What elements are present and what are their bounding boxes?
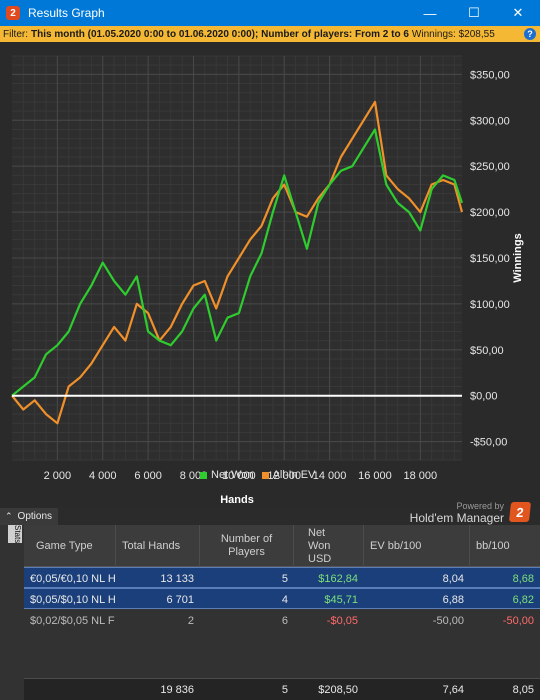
holdem-manager-logo-icon: 2 bbox=[508, 502, 532, 522]
cell-bb100: -50,00 bbox=[502, 614, 534, 627]
x-tick-label: 18 000 bbox=[404, 470, 438, 482]
series-line-all-in-ev bbox=[11, 100, 464, 425]
table-row[interactable]: $0,05/$0,10 NL H 6 701 4 $45,71 6,88 6,8… bbox=[24, 588, 540, 609]
minimize-button[interactable]: — bbox=[423, 5, 437, 21]
x-tick-label: 16 000 bbox=[358, 470, 392, 482]
x-tick-label: 2 000 bbox=[44, 470, 72, 482]
app-logo-icon: 2 bbox=[6, 6, 20, 20]
options-label: Options bbox=[17, 511, 53, 522]
filter-value: This month (01.05.2020 0:00 to 01.06.202… bbox=[31, 28, 409, 40]
total-net-won: $208,50 bbox=[318, 684, 358, 696]
cell-bb100: 6,82 bbox=[512, 593, 534, 606]
title-bar[interactable]: 2 Results Graph — ☐ ✕ bbox=[0, 0, 540, 26]
x-tick-label: 10 000 bbox=[222, 470, 256, 482]
legend-item-net-won[interactable]: Net Won bbox=[200, 469, 254, 481]
table-totals-row: 19 836 5 $208,50 7,64 8,05 bbox=[24, 678, 540, 700]
y-tick-label: -$50,00 bbox=[470, 437, 507, 449]
results-chart: -$50,00 $0,00 $50,00 $100,00 $150,00 $200,00 $… bbox=[11, 55, 524, 506]
y-axis-title: Winnings bbox=[512, 233, 524, 282]
x-tick-label: 6 000 bbox=[134, 470, 162, 482]
cell-net-won: $45,71 bbox=[324, 593, 358, 606]
cell-total-hands: 2 bbox=[187, 614, 194, 627]
legend-all-in-ev-label: All-In EV bbox=[272, 469, 316, 481]
stats-panel: Stats Game Type Total Hands Number of Pl… bbox=[0, 525, 540, 700]
x-axis-title: Hands bbox=[220, 494, 254, 506]
y-tick-label: $200,00 bbox=[470, 207, 510, 219]
y-tick-label: $250,00 bbox=[470, 161, 510, 173]
powered-by-text: Powered by bbox=[456, 501, 504, 511]
cell-total-hands: 13 133 bbox=[160, 572, 194, 585]
col-total-hands[interactable]: Total Hands bbox=[116, 525, 200, 567]
chart-legend: Net Won All-In EV bbox=[200, 468, 323, 482]
cell-ev-bb100: 8,04 bbox=[442, 572, 464, 585]
cell-net-won: $162,84 bbox=[318, 572, 358, 585]
col-bb100[interactable]: bb/100 bbox=[476, 539, 510, 552]
cell-ev-bb100: -50,00 bbox=[432, 614, 464, 627]
y-tick-label: $0,00 bbox=[470, 391, 498, 403]
x-tick-label: 14 000 bbox=[313, 470, 347, 482]
window-controls: — ☐ ✕ bbox=[408, 0, 540, 26]
cell-ev-bb100: 6,88 bbox=[442, 593, 464, 606]
x-tick-label: 4 000 bbox=[89, 470, 117, 482]
cell-game-type: $0,05/$0,10 NL H bbox=[30, 593, 116, 606]
options-toggle[interactable]: ⌃ Options bbox=[0, 508, 58, 525]
cell-bb100: 8,68 bbox=[512, 572, 534, 585]
y-tick-label: $100,00 bbox=[470, 299, 510, 311]
filter-bar[interactable]: Filter: This month (01.05.2020 0:00 to 0… bbox=[0, 26, 540, 42]
cell-players: 5 bbox=[281, 572, 288, 585]
y-tick-label: $50,00 bbox=[470, 345, 504, 357]
filter-winnings: Winnings: $208,55 bbox=[411, 28, 495, 40]
cell-net-won: -$0,05 bbox=[326, 614, 358, 627]
window-title: Results Graph bbox=[28, 6, 105, 20]
col-net-won-usd[interactable]: Net Won USD bbox=[294, 525, 364, 567]
cell-players: 6 bbox=[281, 614, 288, 627]
brand-name: Hold'em Manager bbox=[409, 511, 504, 525]
table-row[interactable]: €0,05/€0,10 NL H 13 133 5 $162,84 8,04 8… bbox=[24, 567, 540, 588]
graph-area: -$50,00 $0,00 $50,00 $100,00 $150,00 $200,00 $… bbox=[0, 42, 540, 507]
close-button[interactable]: ✕ bbox=[512, 5, 524, 20]
cell-total-hands: 6 701 bbox=[166, 593, 194, 606]
total-ev-bb100: 7,64 bbox=[442, 684, 464, 696]
y-tick-label: $350,00 bbox=[470, 69, 510, 81]
all-in-ev-swatch-icon bbox=[261, 471, 269, 479]
net-won-swatch-icon bbox=[200, 471, 207, 479]
chevron-up-icon: ⌃ bbox=[5, 511, 13, 521]
cell-game-type: €0,05/€0,10 NL H bbox=[30, 572, 116, 585]
filter-label: Filter: bbox=[3, 28, 28, 40]
x-tick-label: 12 000 bbox=[267, 470, 301, 482]
legend-net-won-label: Net Won bbox=[211, 469, 254, 481]
y-tick-label: $300,00 bbox=[470, 115, 510, 127]
cell-players: 4 bbox=[281, 593, 288, 606]
help-icon[interactable]: ? bbox=[524, 28, 536, 40]
total-players: 5 bbox=[281, 684, 288, 696]
series-line-net-won bbox=[11, 128, 464, 397]
cell-game-type: $0,02/$0,05 NL F bbox=[30, 614, 115, 627]
col-ev-bb100[interactable]: EV bb/100 bbox=[364, 525, 470, 567]
stats-side-tab[interactable]: Stats bbox=[8, 525, 22, 543]
legend-item-all-in-ev[interactable]: All-In EV bbox=[261, 469, 316, 481]
total-hands: 19 836 bbox=[160, 684, 194, 696]
col-game-type[interactable]: Game Type bbox=[24, 525, 116, 567]
col-number-of-players[interactable]: Number of Players bbox=[200, 525, 294, 567]
table-row[interactable]: $0,02/$0,05 NL F 2 6 -$0,05 -50,00 -50,0… bbox=[24, 610, 540, 631]
maximize-button[interactable]: ☐ bbox=[468, 5, 480, 20]
total-bb100: 8,05 bbox=[512, 684, 534, 696]
table-header: Game Type Total Hands Number of Players … bbox=[24, 525, 540, 567]
y-tick-label: $150,00 bbox=[470, 253, 510, 265]
